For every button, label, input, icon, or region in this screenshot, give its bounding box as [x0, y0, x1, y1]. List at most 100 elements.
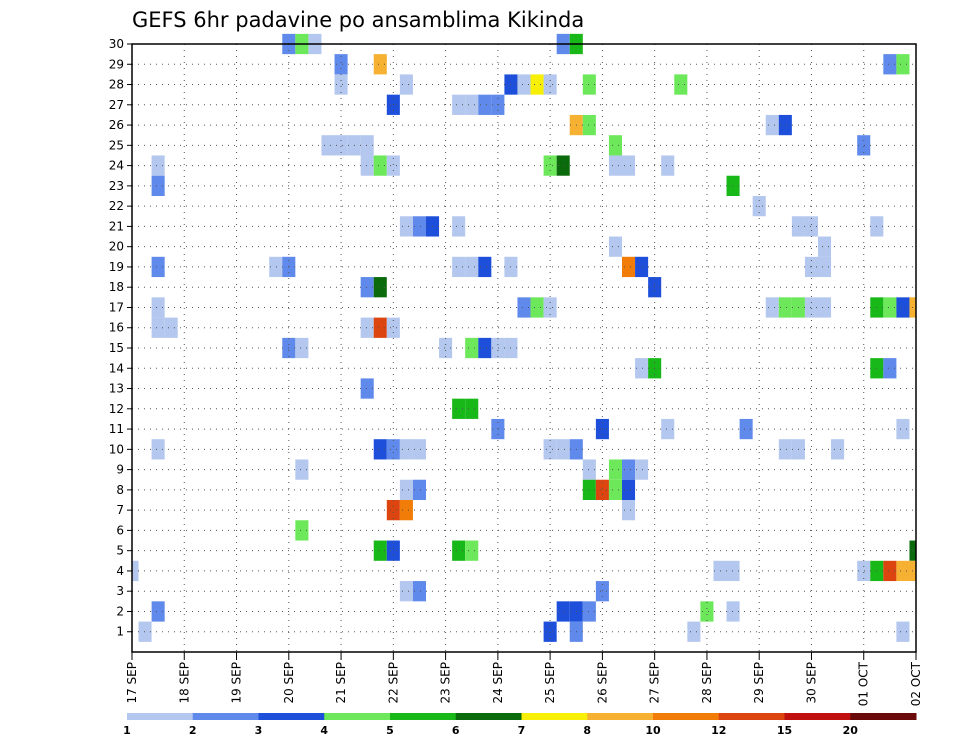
precip-cell — [896, 621, 910, 642]
precip-cell — [465, 337, 479, 359]
precip-cell — [687, 621, 701, 642]
precip-cell — [543, 74, 557, 95]
y-tick-label: 30 — [109, 37, 124, 51]
x-tick-label: 22 SEP — [386, 662, 400, 704]
x-tick-label: 23 SEP — [439, 662, 453, 704]
precip-cell — [132, 560, 139, 582]
precip-cell — [622, 155, 636, 176]
precip-cell — [478, 256, 492, 278]
legend-swatch — [127, 713, 194, 720]
y-tick-label: 24 — [109, 159, 124, 173]
x-tick-label: 24 SEP — [491, 662, 505, 704]
x-tick-label: 18 SEP — [177, 662, 191, 704]
legend-swatch — [521, 713, 588, 720]
precip-cell — [151, 175, 165, 196]
precip-cell — [399, 581, 413, 602]
precip-cell — [739, 418, 753, 440]
precip-cell — [517, 297, 531, 318]
legend-swatch — [192, 713, 259, 720]
y-tick-label: 27 — [109, 98, 124, 112]
y-tick-label: 8 — [116, 483, 124, 497]
x-tick-label: 25 SEP — [543, 662, 557, 704]
precip-cell — [517, 74, 531, 95]
precip-cell — [386, 540, 400, 561]
precip-cell — [412, 439, 426, 460]
precip-cell — [595, 581, 609, 602]
y-tick-label: 2 — [116, 604, 124, 618]
precip-cell — [373, 277, 387, 298]
precip-cell — [608, 459, 622, 480]
y-axis: 1234567891011121314151617181920212223242… — [109, 37, 132, 639]
precip-cell — [883, 358, 897, 379]
x-tick-label: 26 SEP — [595, 662, 609, 704]
x-tick-label: 20 SEP — [282, 662, 296, 704]
precip-cell — [491, 418, 505, 440]
x-tick-label: 19 SEP — [230, 662, 244, 704]
precip-cell — [582, 459, 596, 480]
precip-cell — [556, 155, 570, 176]
precip-cell — [595, 418, 609, 440]
precip-cell — [778, 297, 792, 318]
precip-cell — [452, 398, 466, 419]
precip-cell — [622, 479, 636, 500]
precip-cell — [399, 74, 413, 95]
precip-cell — [661, 418, 675, 440]
x-tick-label: 21 SEP — [334, 662, 348, 704]
precip-cell — [360, 135, 374, 156]
precip-cell — [530, 74, 544, 95]
precip-cell — [321, 135, 335, 156]
precip-cell — [726, 601, 740, 622]
precip-cell — [399, 216, 413, 237]
precip-cell — [818, 297, 832, 318]
precip-cell — [726, 175, 740, 196]
precip-cell — [857, 135, 871, 156]
precip-cell — [543, 439, 557, 460]
precip-cell — [295, 459, 309, 480]
precip-cell — [373, 54, 387, 75]
precip-cell — [373, 155, 387, 176]
precip-cell — [674, 74, 688, 95]
precip-cell — [138, 621, 152, 642]
precip-cell — [334, 54, 348, 75]
precip-cell — [386, 317, 400, 338]
precip-cell — [360, 378, 374, 399]
y-tick-label: 29 — [109, 57, 124, 71]
precip-cell — [269, 256, 283, 278]
precip-cell — [452, 216, 466, 237]
y-tick-label: 28 — [109, 78, 124, 92]
legend: 1 2 3 4 5 6 7 8 10 12 15 20 — [123, 713, 917, 737]
y-tick-label: 25 — [109, 138, 124, 152]
legend-threshold-label: 4 — [320, 724, 328, 737]
y-tick-label: 17 — [109, 300, 124, 314]
y-tick-label: 5 — [116, 544, 124, 558]
legend-swatch — [653, 713, 720, 720]
precip-cell — [896, 297, 910, 318]
precip-cell — [778, 439, 792, 460]
legend-threshold-label: 7 — [518, 724, 526, 737]
legend-threshold-label: 5 — [386, 724, 394, 737]
precip-cell — [582, 601, 596, 622]
y-tick-label: 16 — [109, 321, 124, 335]
precip-cell — [883, 54, 897, 75]
precip-cell — [412, 479, 426, 500]
precip-cell — [360, 277, 374, 298]
legend-swatch — [258, 713, 325, 720]
x-tick-label: 29 SEP — [752, 662, 766, 704]
precip-cell — [622, 459, 636, 480]
y-tick-label: 21 — [109, 219, 124, 233]
chart-title: GEFS 6hr padavine po ansamblima Kikinda — [132, 8, 584, 32]
precip-cell — [804, 216, 818, 237]
precip-cell — [857, 560, 871, 582]
legend-swatch — [390, 713, 457, 720]
precip-cell — [883, 560, 897, 582]
legend-threshold-label: 8 — [583, 724, 591, 737]
grid-lines — [132, 43, 916, 652]
precip-cell — [608, 479, 622, 500]
legend-swatch — [455, 713, 522, 720]
precip-cell — [582, 479, 596, 500]
precip-cell — [530, 297, 544, 318]
x-tick-label: 17 SEP — [125, 662, 139, 704]
precip-cell — [151, 601, 165, 622]
y-tick-label: 20 — [109, 240, 124, 254]
y-tick-label: 7 — [116, 503, 124, 517]
